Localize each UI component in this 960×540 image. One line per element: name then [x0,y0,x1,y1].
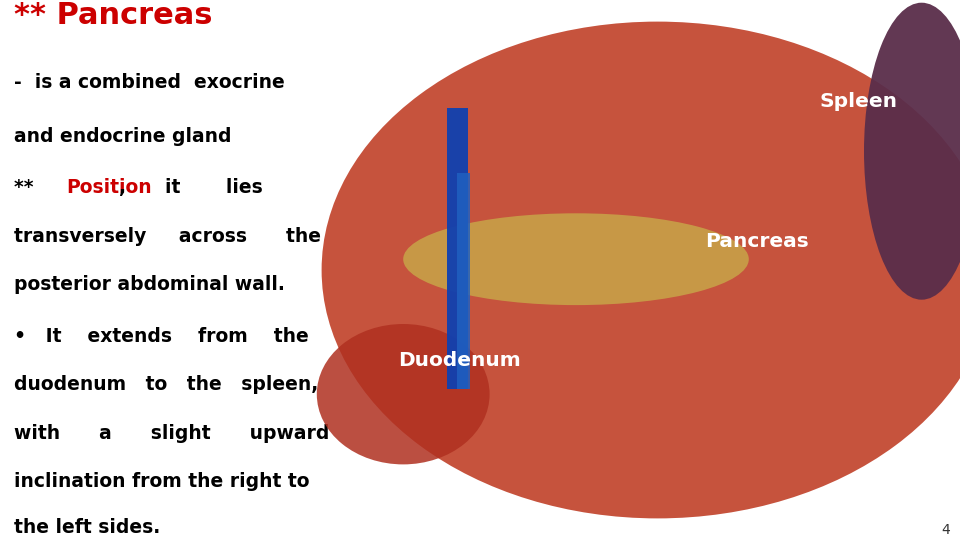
Text: •   It    extends    from    the: • It extends from the [14,327,309,346]
Ellipse shape [403,213,749,305]
Text: ,      it       lies: , it lies [119,178,263,197]
Text: inclination from the right to: inclination from the right to [14,472,310,491]
Text: Pancreas: Pancreas [706,232,809,251]
Bar [457,173,470,389]
Text: posterior abdominal wall.: posterior abdominal wall. [14,275,285,294]
Bar [447,108,468,389]
Text: ** Pancreas: ** Pancreas [14,1,213,30]
Ellipse shape [317,324,490,464]
Text: -  is a combined  exocrine: - is a combined exocrine [14,73,285,92]
Text: and endocrine gland: and endocrine gland [14,127,232,146]
Text: 4: 4 [942,523,950,537]
Text: **: ** [14,178,73,197]
Text: Spleen: Spleen [820,92,898,111]
Text: Duodenum: Duodenum [398,351,521,370]
Text: the left sides.: the left sides. [14,518,160,537]
Text: transversely     across      the: transversely across the [14,227,322,246]
Ellipse shape [864,3,960,300]
Text: duodenum   to   the   spleen,: duodenum to the spleen, [14,375,319,394]
Text: Position: Position [66,178,153,197]
Text: with      a      slight      upward: with a slight upward [14,424,330,443]
Ellipse shape [322,22,960,518]
